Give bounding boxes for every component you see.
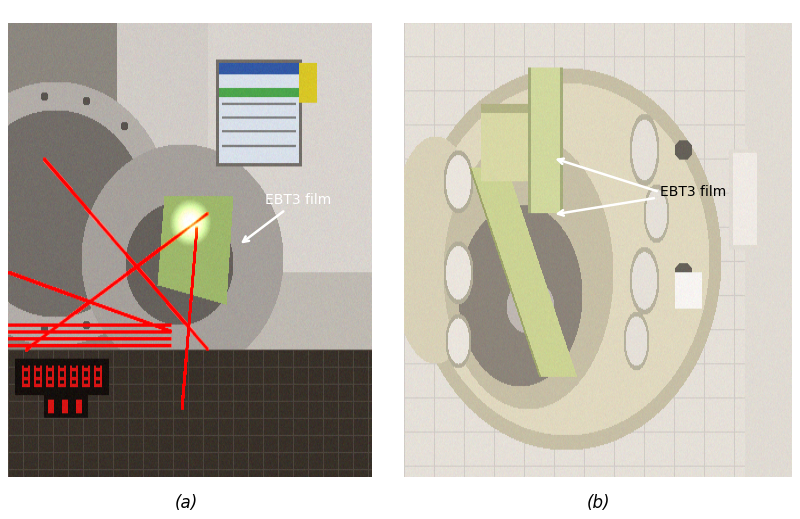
Text: EBT3 film: EBT3 film — [558, 185, 726, 215]
Text: (b): (b) — [586, 495, 610, 512]
Text: (a): (a) — [174, 495, 198, 512]
Text: EBT3 film: EBT3 film — [243, 193, 332, 242]
